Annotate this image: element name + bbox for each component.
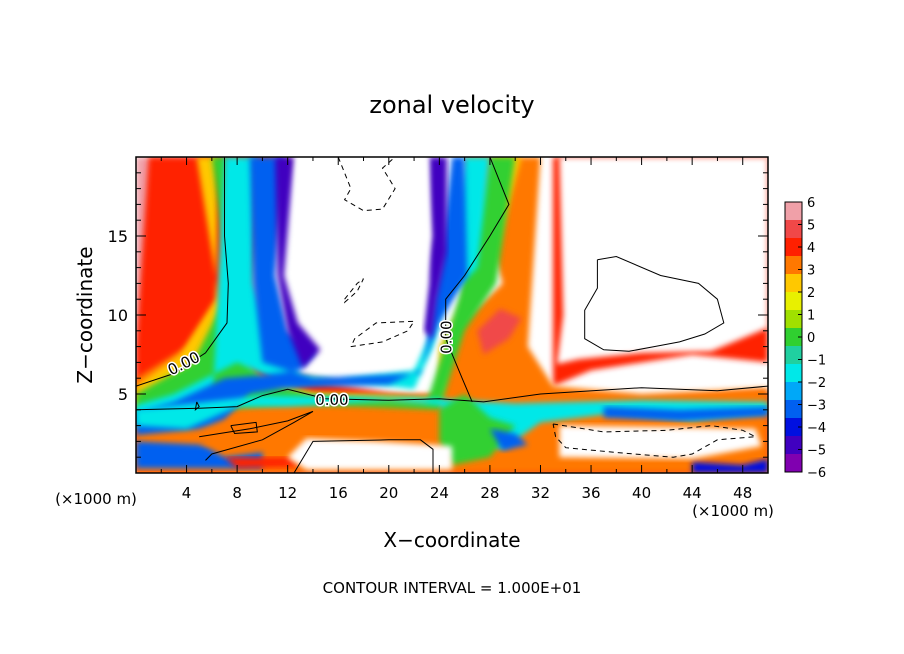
colorbar-swatch [785,454,802,473]
contour-dashed-small [344,278,364,304]
colorbar-tick-label: −4 [807,421,826,436]
contour-loop-small [230,421,258,435]
x-tick-label: 44 [683,484,702,502]
x-tick-label: 32 [531,484,550,502]
band-bottom-orange [199,417,301,458]
band-purple [275,157,321,369]
band-center-green [439,394,516,466]
colorbar: 6 5 4 3 2 1 0 −1 −2 −3 −4 −5 −6 [784,196,826,481]
x-tick-label: 48 [733,484,752,502]
contour-dashed-mid [350,320,416,348]
colorbar-swatch [785,292,802,311]
contour-interval-note: CONTOUR INTERVAL = 1.000E+01 [323,579,582,597]
colorbar-swatch [785,274,802,293]
contour-loop-tiny [194,401,200,412]
x-tick-label: 28 [480,484,499,502]
colorbar-tick-label: −2 [807,376,826,391]
band-right-blue [603,406,768,421]
x-axis-label: X−coordinate [383,528,520,552]
colorbar-tick-label: −3 [807,399,826,414]
colorbar-swatch [785,364,802,383]
colorbar-tick-label: 4 [807,241,815,256]
colorbar-swatch [785,202,802,221]
white-lower-right [559,425,762,459]
x-axis-ticks: 4 8 12 16 20 24 28 32 36 40 44 48 [160,157,752,502]
colorbar-swatch [785,436,802,455]
white-upper-center [295,157,432,363]
contour-center [445,157,510,403]
white-upper-right [556,157,768,364]
contour-dashed-top [337,157,396,212]
x-tick-label: 36 [581,484,600,502]
x-unit-right: (×1000 m) [692,502,774,520]
contour-lower [199,410,314,461]
colorbar-swatch [785,382,802,401]
colorbar-swatch [785,418,802,437]
y-axis-label: Z−coordinate [73,246,97,383]
x-tick-label: 4 [182,484,192,502]
x-tick-label: 12 [278,484,297,502]
contour-label: 0.00 [315,391,348,409]
colorbar-tick-label: 0 [807,331,815,346]
contour-middle-horizontal [136,385,768,411]
colorbar-tick-label: −5 [807,444,826,459]
white-lower-center [287,438,452,470]
y-tick-label: 10 [108,306,128,325]
colorbar-swatch [785,256,802,275]
contour-loop-right [584,255,725,352]
band-right-purple [692,458,768,473]
chart-title: zonal velocity [369,91,534,119]
band-center-red [477,308,522,355]
colorbar-tick-label: −1 [807,354,826,369]
contour-lower-center [293,439,434,473]
x-tick-label: 20 [379,484,398,502]
colorbar-swatch [785,346,802,365]
colorbar-tick-label: 1 [807,309,815,324]
colorbar-swatch [785,238,802,257]
contour-dashed-lower-right [552,423,758,458]
plot-area: 0.000.000.00 4 8 12 16 20 24 28 32 36 40 44 48 5101… [108,156,769,502]
colorbar-swatch [785,310,802,329]
colorbar-tick-label: 3 [807,264,815,279]
colorbar-tick-label: 5 [807,219,815,234]
x-tick-label: 8 [232,484,242,502]
band-center-blue [489,428,528,451]
contour-left [136,157,229,387]
x-unit-left: (×1000 m) [55,490,137,508]
x-tick-label: 24 [430,484,449,502]
colorbar-swatch [785,400,802,419]
y-tick-label: 5 [118,385,128,404]
band-mid-purple [424,157,447,339]
colorbar-swatch [785,220,802,239]
colorbar-tick-label: −6 [807,466,826,481]
colorbar-swatch [785,328,802,347]
colorbar-tick-label: 2 [807,286,815,301]
y-axis-ticks: 5 10 15 [108,172,768,458]
band-bottom-red [224,457,301,469]
x-tick-label: 16 [329,484,348,502]
contour-label: 0.00 [437,320,455,353]
colorbar-tick-label: 6 [807,196,815,211]
y-tick-label: 15 [108,227,128,246]
x-tick-label: 40 [632,484,651,502]
